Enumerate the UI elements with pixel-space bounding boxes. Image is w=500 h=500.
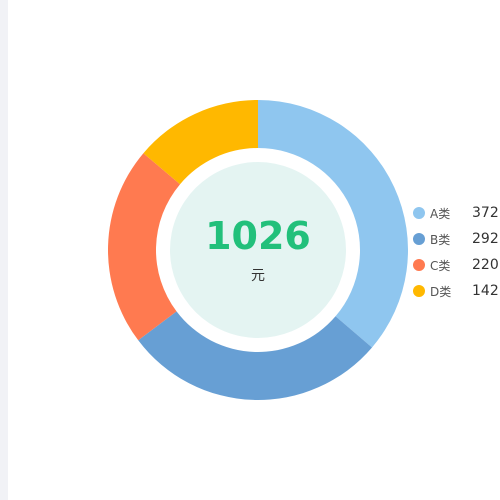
total-unit: 元 xyxy=(251,268,265,284)
donut-slice-a[interactable] xyxy=(258,100,408,348)
legend: A类 372 B类 292 C类 220 D类 142 xyxy=(413,200,500,304)
legend-marker-b xyxy=(413,233,425,245)
legend-marker-c xyxy=(413,259,425,271)
legend-label-c: C类 xyxy=(430,258,451,273)
legend-label-a: A类 xyxy=(430,206,451,221)
legend-item-a[interactable]: A类 372 xyxy=(413,200,500,226)
legend-value-a: 372 xyxy=(472,205,499,221)
legend-marker-d xyxy=(413,285,425,297)
donut-center-disc xyxy=(170,162,346,338)
legend-value-d: 142 xyxy=(472,283,499,299)
legend-label-d: D类 xyxy=(430,284,452,299)
legend-label-b: B类 xyxy=(430,232,451,247)
total-value: 1026 xyxy=(205,214,311,258)
legend-item-b[interactable]: B类 292 xyxy=(413,226,500,252)
donut-slice-d[interactable] xyxy=(143,99,258,185)
legend-item-c[interactable]: C类 220 xyxy=(413,252,500,278)
donut-slice-c[interactable] xyxy=(107,153,181,341)
donut-slice-b[interactable] xyxy=(138,311,373,400)
legend-marker-a xyxy=(413,207,425,219)
legend-value-c: 220 xyxy=(472,257,499,273)
legend-value-b: 292 xyxy=(472,231,499,247)
legend-item-d[interactable]: D类 142 xyxy=(413,278,500,304)
page-left-strip xyxy=(0,0,8,500)
